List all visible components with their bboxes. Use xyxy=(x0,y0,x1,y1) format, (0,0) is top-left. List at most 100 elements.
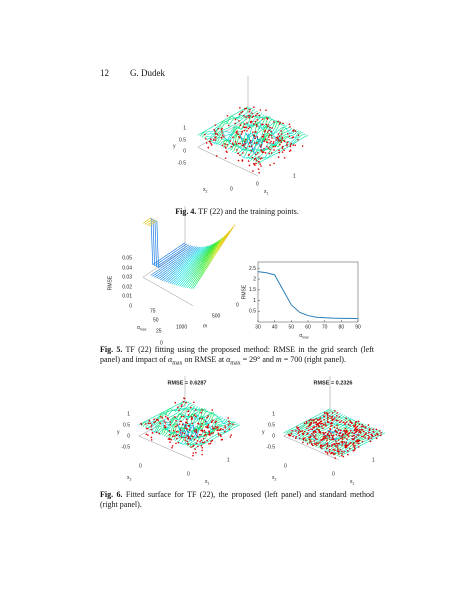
surface-mesh xyxy=(185,263,188,266)
surface-mesh xyxy=(290,427,293,430)
surface-mesh xyxy=(179,255,182,258)
surface-mesh xyxy=(353,419,356,422)
surface-mesh xyxy=(159,261,162,263)
surface-mesh xyxy=(187,255,190,258)
surface-mesh xyxy=(146,221,149,224)
surface-mesh xyxy=(161,419,164,422)
training-point xyxy=(347,453,349,456)
surface-mesh xyxy=(161,275,164,277)
training-point xyxy=(304,437,306,439)
surface-mesh xyxy=(203,250,206,253)
training-point xyxy=(330,452,332,455)
surface-mesh xyxy=(161,277,164,279)
surface-mesh xyxy=(163,434,167,437)
training-point xyxy=(340,437,342,440)
surface-mesh xyxy=(174,263,177,266)
surface-mesh xyxy=(151,222,154,225)
surface-mesh xyxy=(151,220,154,223)
training-point xyxy=(194,448,196,451)
surface-mesh xyxy=(210,136,213,139)
training-point xyxy=(224,430,226,433)
surface-mesh xyxy=(190,273,194,276)
surface-mesh xyxy=(184,260,187,263)
training-point xyxy=(347,423,350,426)
training-point xyxy=(290,432,293,435)
training-point xyxy=(178,434,181,437)
training-point xyxy=(322,435,325,438)
surface-mesh xyxy=(347,429,350,432)
training-point xyxy=(229,436,232,438)
surface-mesh xyxy=(205,249,208,252)
surface-mesh xyxy=(190,441,193,444)
surface-mesh xyxy=(211,415,214,420)
surface-mesh xyxy=(186,269,189,272)
surface-mesh xyxy=(314,420,318,423)
surface-mesh xyxy=(188,251,191,253)
surface-mesh xyxy=(177,270,180,273)
training-point xyxy=(180,436,183,439)
surface-mesh xyxy=(193,259,197,262)
training-point xyxy=(210,440,212,443)
training-point xyxy=(254,114,257,117)
surface-mesh xyxy=(335,447,338,449)
surface-mesh xyxy=(156,425,159,428)
training-point xyxy=(341,438,344,440)
surface-mesh xyxy=(305,134,309,137)
surface-mesh xyxy=(182,268,185,271)
surface-mesh xyxy=(185,275,188,278)
surface-mesh xyxy=(174,277,177,280)
surface-mesh xyxy=(321,417,325,419)
surface-mesh xyxy=(244,112,248,115)
training-point xyxy=(203,429,206,432)
surface-mesh xyxy=(330,413,334,416)
tick-label: -0.5 xyxy=(177,160,186,166)
surface-mesh xyxy=(283,128,287,131)
training-point xyxy=(286,143,288,145)
training-point xyxy=(171,446,173,449)
training-point xyxy=(350,441,352,444)
surface-mesh xyxy=(356,438,359,440)
training-point xyxy=(186,435,188,437)
training-point xyxy=(286,144,288,147)
training-point xyxy=(266,131,269,133)
surface-mesh xyxy=(165,269,168,272)
training-point xyxy=(167,438,170,440)
surface-mesh xyxy=(304,430,307,432)
surface-mesh xyxy=(276,124,280,129)
surface-mesh xyxy=(354,435,357,438)
surface-mesh xyxy=(183,265,186,268)
training-point xyxy=(211,420,213,423)
surface-mesh xyxy=(184,251,187,254)
training-point xyxy=(311,428,314,431)
training-point xyxy=(191,417,194,419)
surface-mesh xyxy=(310,417,313,420)
training-point xyxy=(319,441,321,443)
surface-mesh xyxy=(174,266,177,269)
surface-mesh xyxy=(166,271,169,274)
surface-mesh xyxy=(340,443,343,445)
training-point xyxy=(351,435,354,438)
surface-mesh xyxy=(195,281,199,285)
surface-mesh xyxy=(376,429,379,432)
surface-mesh xyxy=(177,435,180,438)
surface-mesh xyxy=(241,115,244,117)
surface-mesh xyxy=(283,127,286,129)
training-point xyxy=(159,422,161,425)
surface-mesh xyxy=(184,257,187,260)
surface-mesh xyxy=(202,408,205,411)
training-point xyxy=(164,424,166,427)
surface-mesh xyxy=(188,260,191,263)
training-point xyxy=(367,434,369,437)
surface-mesh xyxy=(240,121,243,124)
surface-mesh xyxy=(301,435,305,438)
surface-mesh xyxy=(194,246,197,249)
x-tick-label: 30 xyxy=(255,324,261,330)
surface-mesh xyxy=(196,427,199,433)
surface-mesh xyxy=(310,430,313,432)
training-point xyxy=(230,434,232,436)
surface-mesh xyxy=(167,253,170,256)
surface-mesh xyxy=(227,138,230,141)
surface-mesh xyxy=(205,255,208,259)
surface-mesh xyxy=(232,129,236,134)
surface-mesh xyxy=(191,436,195,440)
